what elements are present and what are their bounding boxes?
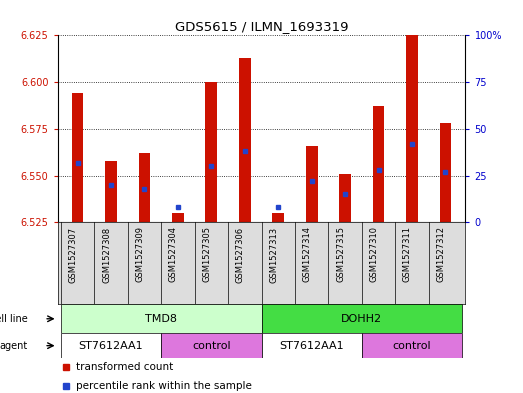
Bar — [61, 333, 161, 358]
Text: transformed count: transformed count — [76, 362, 173, 372]
Bar — [272, 213, 284, 222]
Text: control: control — [192, 341, 231, 351]
Bar — [306, 146, 317, 222]
Text: ST7612AA1: ST7612AA1 — [79, 341, 143, 351]
Bar — [72, 94, 84, 222]
Text: GSM1527305: GSM1527305 — [202, 226, 211, 283]
Bar — [105, 161, 117, 222]
Bar — [139, 153, 150, 222]
Bar — [362, 333, 462, 358]
Text: GSM1527306: GSM1527306 — [236, 226, 245, 283]
Bar — [262, 304, 462, 333]
Text: GSM1527311: GSM1527311 — [403, 226, 412, 283]
Text: percentile rank within the sample: percentile rank within the sample — [76, 381, 252, 391]
Text: GSM1527314: GSM1527314 — [303, 226, 312, 283]
Text: cell line: cell line — [0, 314, 27, 324]
Text: GSM1527304: GSM1527304 — [169, 226, 178, 283]
Text: TMD8: TMD8 — [145, 314, 177, 324]
Text: GSM1527308: GSM1527308 — [102, 226, 111, 283]
Bar — [262, 333, 362, 358]
Bar — [61, 304, 262, 333]
Bar — [439, 123, 451, 222]
Text: ST7612AA1: ST7612AA1 — [279, 341, 344, 351]
Text: agent: agent — [0, 341, 27, 351]
Bar — [206, 82, 217, 222]
Bar — [373, 107, 384, 222]
Text: DOHH2: DOHH2 — [341, 314, 382, 324]
Text: GSM1527315: GSM1527315 — [336, 226, 345, 283]
Text: control: control — [393, 341, 431, 351]
Bar — [172, 213, 184, 222]
Text: GSM1527307: GSM1527307 — [69, 226, 77, 283]
Text: GSM1527313: GSM1527313 — [269, 226, 278, 283]
Bar — [406, 35, 418, 222]
Title: GDS5615 / ILMN_1693319: GDS5615 / ILMN_1693319 — [175, 20, 348, 33]
Bar — [339, 174, 351, 222]
Bar — [239, 58, 251, 222]
Text: GSM1527310: GSM1527310 — [370, 226, 379, 283]
Text: GSM1527312: GSM1527312 — [436, 226, 446, 283]
Bar — [161, 333, 262, 358]
Text: GSM1527309: GSM1527309 — [135, 226, 144, 283]
